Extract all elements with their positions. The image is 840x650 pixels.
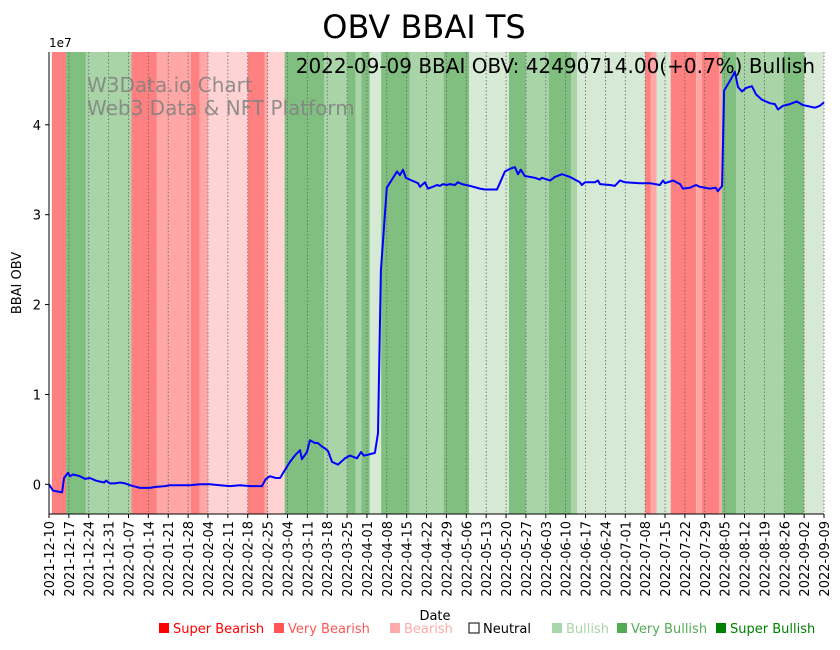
- x-tick-label: 2022-08-05: [719, 521, 734, 597]
- sentiment-band-super-bearish: [248, 52, 265, 514]
- legend-swatch: [617, 623, 627, 633]
- x-tick-label: 2022-06-10: [560, 521, 575, 597]
- x-tick-label: 2022-09-02: [798, 521, 813, 597]
- x-tick-label: 2022-03-25: [341, 521, 356, 597]
- x-tick-label: 2021-12-17: [63, 521, 78, 597]
- legend-swatch: [552, 623, 562, 633]
- sentiment-band-very-bullish: [361, 52, 370, 514]
- x-tick-label: 2022-05-06: [460, 521, 475, 597]
- sentiment-band-very-bullish: [381, 52, 409, 514]
- x-tick-label: 2022-03-11: [301, 521, 316, 597]
- watermark-line-1: W3Data.io Chart: [87, 73, 253, 97]
- x-tick-label: 2022-02-04: [202, 521, 217, 597]
- legend-label: Super Bullish: [730, 622, 815, 637]
- x-tick-label: 2022-07-01: [619, 521, 634, 597]
- y-ticks: 0 1 2 3 4: [33, 119, 49, 494]
- x-tick-label: 2022-05-13: [480, 521, 495, 597]
- x-tick-label: 2021-12-10: [43, 521, 58, 597]
- legend-swatch: [390, 623, 400, 633]
- sentiment-band-bullish: [736, 52, 784, 514]
- sentiment-band-very-bullish: [444, 52, 470, 514]
- x-tick-label: 2021-12-31: [103, 521, 118, 597]
- x-tick-label: 2022-04-15: [401, 521, 416, 597]
- y-tick-label: 4: [33, 119, 41, 134]
- latest-value-annotation: 2022-09-09 BBAI OBV: 42490714.00(+0.7%) …: [296, 54, 815, 78]
- sentiment-band-very-bearish: [696, 52, 702, 514]
- x-tick-label: 2022-08-12: [739, 521, 754, 597]
- x-tick-label: 2022-07-22: [679, 521, 694, 597]
- y-tick-label: 1: [33, 388, 41, 403]
- sentiment-band-bullish: [324, 52, 347, 514]
- sentiment-band-very-bullish: [549, 52, 572, 514]
- x-tick-label: 2022-01-21: [162, 521, 177, 597]
- x-tick-label: 2022-05-27: [520, 521, 535, 597]
- sentiment-band-bearish: [268, 52, 285, 514]
- sentiment-band-very-bullish: [347, 52, 356, 514]
- legend: Super Bearish Very Bearish Bearish Neutral B…: [159, 622, 815, 637]
- x-tick-label: 2022-07-08: [639, 521, 654, 597]
- sentiment-band-neutral-bullish: [657, 52, 671, 514]
- watermark-line-2: Web3 Data & NFT Platform: [87, 96, 355, 120]
- x-ticks: 2021-12-10 2021-12-17 2021-12-24 2021-12-31…: [43, 514, 833, 597]
- sentiment-band-super-bearish: [191, 52, 200, 514]
- legend-swatch: [159, 623, 169, 633]
- x-tick-label: 2022-02-18: [242, 521, 257, 597]
- sentiment-band-neutral-bullish: [804, 52, 824, 514]
- chart-title: OBV BBAI TS: [322, 8, 525, 46]
- legend-swatch: [274, 623, 284, 633]
- x-tick-label: 2022-05-20: [500, 521, 515, 597]
- sentiment-band-super-bearish: [52, 52, 66, 514]
- x-tick-label: 2022-02-11: [222, 521, 237, 597]
- x-tick-label: 2022-04-22: [421, 521, 436, 597]
- sentiment-band-super-bearish: [671, 52, 697, 514]
- x-tick-label: 2022-06-24: [599, 521, 614, 597]
- y-tick-label: 0: [33, 478, 41, 493]
- sentiment-band-very-bearish: [651, 52, 657, 514]
- legend-swatch: [716, 623, 726, 633]
- legend-label: Neutral: [483, 622, 531, 637]
- legend-label: Bearish: [404, 622, 453, 637]
- x-tick-label: 2022-07-29: [699, 521, 714, 597]
- y-tick-label: 2: [33, 299, 41, 314]
- sentiment-bands: [52, 52, 824, 514]
- x-tick-label: 2022-01-14: [142, 521, 157, 597]
- sentiment-band-very-bearish: [265, 52, 268, 514]
- legend-label: Bullish: [566, 622, 609, 637]
- sentiment-band-very-bullish: [784, 52, 804, 514]
- x-tick-label: 2022-08-26: [778, 521, 793, 597]
- sentiment-band-very-bullish: [509, 52, 526, 514]
- x-tick-label: 2022-03-04: [281, 521, 296, 597]
- y-axis-label: BBAI OBV: [10, 252, 25, 314]
- x-tick-label: 2022-04-29: [440, 521, 455, 597]
- x-tick-label: 2022-06-03: [540, 521, 555, 597]
- sentiment-band-bullish: [571, 52, 577, 514]
- y-tick-label: 3: [33, 209, 41, 224]
- legend-swatch: [469, 623, 479, 633]
- x-tick-label: 2022-01-07: [122, 521, 137, 597]
- x-tick-label: 2022-02-25: [262, 521, 277, 597]
- x-tick-label: 2022-03-18: [321, 521, 336, 597]
- x-tick-label: 2021-12-24: [83, 521, 98, 597]
- sentiment-band-very-bearish: [719, 52, 722, 514]
- legend-label: Very Bearish: [288, 622, 370, 637]
- legend-label: Super Bearish: [173, 622, 264, 637]
- y-offset-label: 1e7: [49, 36, 72, 50]
- sentiment-band-neutral-bullish: [577, 52, 645, 514]
- sentiment-band-super-bearish: [645, 52, 651, 514]
- x-tick-label: 2022-04-08: [381, 521, 396, 597]
- x-tick-label: 2022-08-19: [758, 521, 773, 597]
- sentiment-band-neutral-bullish: [469, 52, 509, 514]
- sentiment-band-very-bearish: [157, 52, 191, 514]
- sentiment-band-very-bearish: [199, 52, 208, 514]
- legend-label: Very Bullish: [631, 622, 707, 637]
- sentiment-band-super-bearish: [131, 52, 157, 514]
- x-tick-label: 2022-06-17: [580, 521, 595, 597]
- x-tick-label: 2022-04-01: [361, 521, 376, 597]
- x-tick-label: 2022-01-28: [182, 521, 197, 597]
- x-tick-label: 2022-07-15: [659, 521, 674, 597]
- sentiment-band-bullish: [526, 52, 549, 514]
- sentiment-band-bullish: [356, 52, 362, 514]
- x-tick-label: 2022-09-09: [818, 521, 833, 597]
